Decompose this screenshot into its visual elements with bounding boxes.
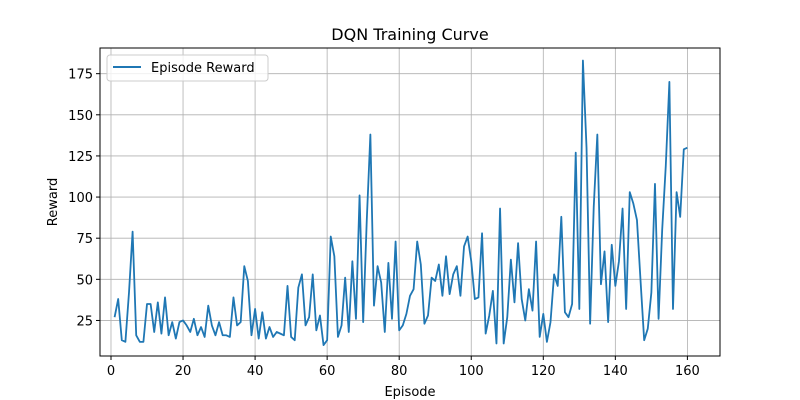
chart-title: DQN Training Curve bbox=[331, 25, 488, 44]
x-tick-label: 60 bbox=[319, 364, 336, 379]
y-tick-label: 100 bbox=[68, 191, 93, 206]
gridlines bbox=[100, 48, 720, 356]
x-axis-title: Episode bbox=[384, 385, 435, 400]
y-tick-label: 75 bbox=[76, 232, 93, 247]
x-tick-label: 80 bbox=[391, 364, 408, 379]
legend-box bbox=[106, 54, 269, 82]
x-tick-label: 120 bbox=[531, 364, 556, 379]
plot-frame bbox=[99, 47, 721, 357]
y-tick-label: 125 bbox=[68, 150, 93, 165]
y-tick-label: 50 bbox=[76, 273, 93, 288]
y-tick-label: 25 bbox=[76, 314, 93, 329]
legend-label: Episode Reward bbox=[151, 61, 255, 76]
series-layer bbox=[113, 59, 688, 347]
x-axis: 0 20 40 60 80 100 120 140 160 bbox=[107, 356, 700, 379]
y-axis-title: Reward bbox=[46, 178, 61, 226]
y-axis: 25 50 75 100 125 150 175 bbox=[68, 68, 100, 329]
legend: Episode Reward bbox=[106, 54, 269, 82]
x-tick-label: 20 bbox=[175, 364, 192, 379]
series-line-episode-reward bbox=[113, 59, 688, 347]
y-tick-label: 175 bbox=[68, 68, 93, 83]
x-tick-label: 0 bbox=[107, 364, 115, 379]
x-tick-label: 100 bbox=[459, 364, 484, 379]
x-tick-label: 40 bbox=[247, 364, 264, 379]
x-tick-label: 160 bbox=[675, 364, 700, 379]
x-tick-label: 140 bbox=[603, 364, 628, 379]
y-tick-label: 150 bbox=[68, 109, 93, 124]
